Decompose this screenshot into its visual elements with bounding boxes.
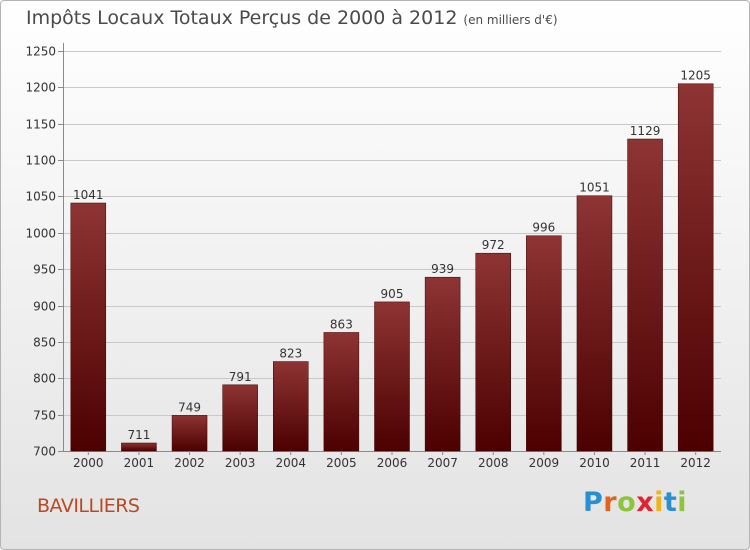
value-label: 863	[330, 317, 353, 331]
x-tick-label: 2010	[579, 456, 610, 470]
x-tick-label: 2004	[275, 456, 306, 470]
x-tick-label: 2012	[680, 456, 711, 470]
value-label: 823	[279, 347, 302, 361]
x-tick-label: 2003	[225, 456, 256, 470]
value-label: 939	[431, 262, 454, 276]
value-label: 1041	[73, 188, 104, 202]
value-label: 972	[482, 238, 505, 252]
logo-letter: x	[636, 487, 655, 518]
logo-letter: r	[603, 487, 618, 518]
y-tick-label: 950	[33, 263, 56, 277]
x-tick-label: 2000	[73, 456, 104, 470]
bar-2012	[677, 83, 714, 452]
y-tick-label: 1000	[25, 227, 56, 241]
bar-2009	[526, 235, 562, 452]
y-tick-label: 850	[33, 336, 56, 350]
x-tick-label: 2007	[427, 456, 458, 470]
bar-2001	[121, 442, 157, 452]
x-tick-label: 2008	[478, 456, 509, 470]
x-tick-label: 2011	[630, 456, 661, 470]
x-tick-label: 2002	[174, 456, 205, 470]
x-tick-labels: 2000 2001 2002 2003 2004 2005 2006 2007 2008 2009…	[73, 451, 711, 470]
value-label: 711	[127, 428, 150, 442]
x-tick-label: 2006	[377, 456, 408, 470]
title-text: Impôts Locaux Totaux Perçus de 2000 à 20…	[26, 7, 458, 29]
y-tick-label: 1100	[25, 154, 56, 168]
logo-letter: t	[663, 487, 678, 518]
value-label: 749	[178, 400, 201, 414]
bar-2010	[576, 195, 613, 452]
proxiti-logo[interactable]: Proxiti	[583, 487, 687, 518]
bar-2003	[222, 384, 258, 452]
y-tick-label: 900	[33, 300, 56, 314]
bar-2007	[424, 276, 461, 452]
bar-2000	[70, 202, 107, 452]
value-label: 1051	[579, 181, 610, 195]
bar-2005	[323, 332, 360, 452]
y-tick-label: 750	[33, 409, 56, 423]
chart-title: Impôts Locaux Totaux Perçus de 2000 à 20…	[26, 7, 558, 29]
value-label: 996	[532, 221, 555, 235]
y-tick-label: 1250	[25, 45, 56, 59]
value-label: 791	[229, 370, 252, 384]
y-tick-label: 1200	[25, 81, 56, 95]
y-tick-label: 800	[33, 372, 56, 386]
bar-2006	[374, 301, 410, 452]
commune-name: BAVILLIERS	[37, 495, 140, 517]
x-tick-label: 2001	[124, 456, 155, 470]
unit-note: (en milliers d'€)	[463, 13, 558, 27]
value-label: 1205	[680, 69, 711, 83]
x-tick-label: 2005	[326, 456, 357, 470]
logo-letter: P	[583, 487, 604, 518]
y-tick-label: 1150	[25, 118, 56, 132]
logo-letter: o	[617, 487, 637, 518]
y-tick-label: 700	[33, 445, 56, 459]
logo-letter: i	[654, 487, 664, 518]
value-label: 1129	[630, 124, 661, 138]
x-tick-label: 2009	[529, 456, 560, 470]
value-labels: 1041 711 749 791 823 863 905 939 972 996 1051 1129 1…	[73, 69, 711, 442]
y-tick-label: 1050	[25, 190, 56, 204]
bar-2002	[171, 415, 208, 452]
bar-2011	[627, 138, 663, 452]
logo-letter: i	[677, 487, 688, 518]
bar-2004	[273, 361, 309, 452]
y-tick-labels: 700 750 800 850 900 950 1000 1050 1100 1150 1200 12…	[25, 45, 56, 459]
value-label: 905	[381, 287, 404, 301]
bar-2008	[475, 252, 511, 452]
bars	[70, 83, 714, 452]
